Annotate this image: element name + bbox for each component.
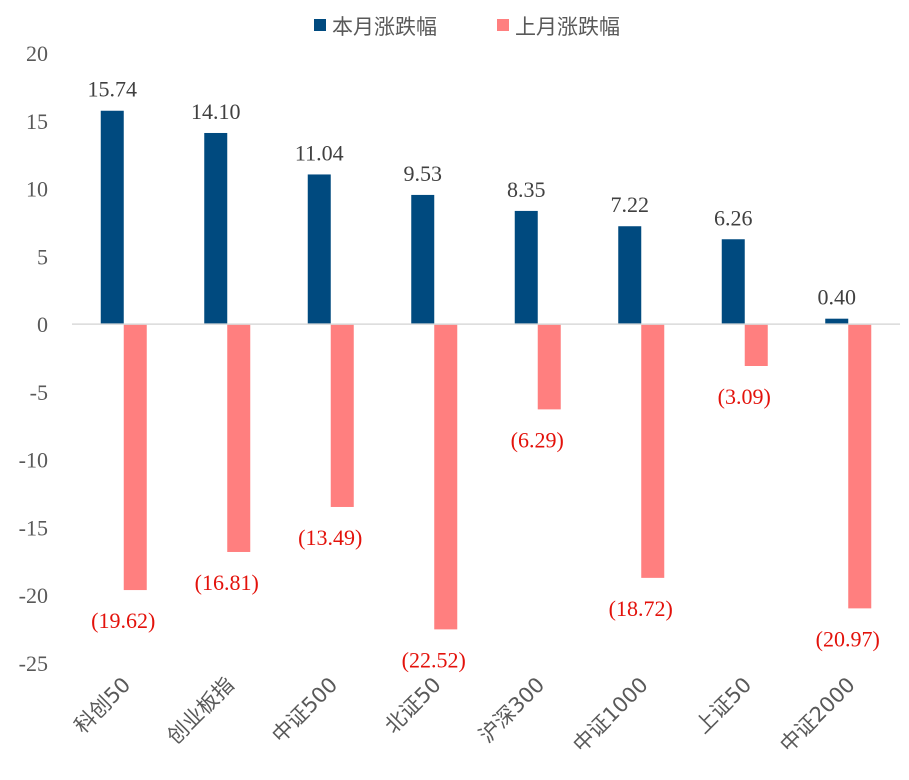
data-label-last-month: (16.81) bbox=[195, 570, 259, 595]
bar-current-month bbox=[204, 132, 228, 325]
y-tick-label: 20 bbox=[26, 41, 48, 66]
y-axis: 20 15 10 5 0 -5 -10 -15 -20 -25 bbox=[19, 41, 48, 676]
bar-current-month bbox=[618, 226, 642, 325]
bar-last-month bbox=[641, 324, 665, 578]
bar-last-month bbox=[330, 324, 354, 507]
data-labels: 15.74 (19.62) 14.10 (16.81) 11.04 (13.49) 9.53… bbox=[88, 77, 880, 673]
bar-last-month bbox=[744, 324, 768, 366]
y-tick-label: 10 bbox=[26, 177, 48, 202]
bar-last-month bbox=[123, 324, 147, 591]
data-label-last-month: (20.97) bbox=[816, 626, 880, 651]
legend-swatch-current-month bbox=[314, 19, 326, 31]
y-tick-label: -25 bbox=[19, 651, 48, 676]
x-axis: 科创50 创业板指 中证500 北证50 沪深300 中证1000 上证50 中证2000 bbox=[70, 673, 860, 757]
chart-legend: 本月涨跌幅 上月涨跌幅 bbox=[314, 15, 620, 39]
series-current-month bbox=[100, 110, 849, 325]
legend-swatch-last-month bbox=[497, 19, 509, 31]
bar-last-month bbox=[848, 324, 872, 609]
data-label-current-month: 14.10 bbox=[191, 99, 241, 124]
data-label-current-month: 0.40 bbox=[818, 285, 857, 310]
series-last-month bbox=[123, 324, 872, 630]
data-label-last-month: (18.72) bbox=[609, 596, 673, 621]
y-tick-label: -20 bbox=[19, 583, 48, 608]
data-label-current-month: 11.04 bbox=[295, 140, 344, 165]
x-tick-label: 沪深300 bbox=[474, 673, 549, 748]
y-tick-label: -15 bbox=[19, 515, 48, 540]
bar-current-month bbox=[411, 194, 435, 325]
bar-current-month bbox=[721, 239, 745, 325]
y-tick-label: -10 bbox=[19, 448, 48, 473]
bar-current-month bbox=[307, 174, 331, 325]
bar-last-month bbox=[227, 324, 251, 552]
x-tick-label: 中证500 bbox=[267, 673, 342, 748]
x-tick-label: 创业板指 bbox=[162, 673, 238, 749]
bar-last-month bbox=[434, 324, 458, 630]
x-tick-label: 中证1000 bbox=[568, 673, 652, 757]
data-label-current-month: 15.74 bbox=[88, 77, 138, 102]
x-tick-label: 中证2000 bbox=[775, 673, 859, 757]
y-tick-label: 15 bbox=[26, 109, 48, 134]
legend-label-last-month: 上月涨跌幅 bbox=[515, 15, 620, 39]
data-label-current-month: 9.53 bbox=[404, 161, 443, 186]
y-tick-label: -5 bbox=[30, 380, 48, 405]
data-label-last-month: (13.49) bbox=[298, 525, 362, 550]
x-tick-label: 上证50 bbox=[691, 673, 757, 739]
bar-current-month bbox=[825, 318, 849, 325]
bar-current-month bbox=[514, 210, 538, 325]
data-label-current-month: 8.35 bbox=[507, 177, 546, 202]
data-label-last-month: (19.62) bbox=[91, 608, 155, 633]
x-tick-label: 北证50 bbox=[380, 673, 446, 739]
x-tick-label: 科创50 bbox=[70, 673, 136, 739]
y-tick-label: 5 bbox=[37, 244, 48, 269]
data-label-current-month: 7.22 bbox=[611, 192, 650, 217]
data-label-last-month: (22.52) bbox=[402, 647, 466, 672]
data-label-last-month: (3.09) bbox=[718, 384, 771, 409]
data-label-last-month: (6.29) bbox=[511, 427, 564, 452]
legend-label-current-month: 本月涨跌幅 bbox=[332, 15, 437, 39]
data-label-current-month: 6.26 bbox=[714, 205, 753, 230]
y-tick-label: 0 bbox=[37, 312, 48, 337]
bar-last-month bbox=[537, 324, 561, 410]
bar-current-month bbox=[100, 110, 124, 325]
